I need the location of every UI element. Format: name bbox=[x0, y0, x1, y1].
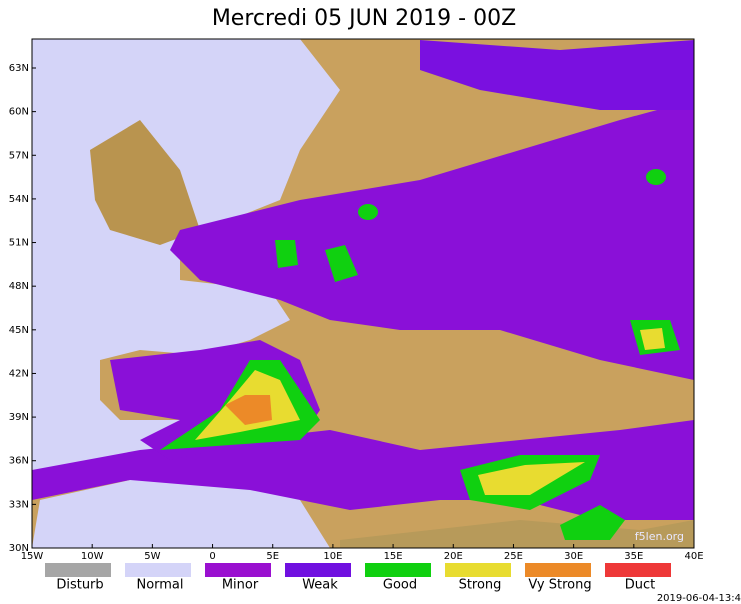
lat-label: 60N bbox=[9, 107, 29, 118]
lat-label: 45N bbox=[9, 325, 29, 336]
lon-label: 35E bbox=[624, 551, 643, 562]
lat-label: 48N bbox=[9, 281, 29, 292]
lon-label: 0 bbox=[209, 551, 215, 562]
lon-label: 40E bbox=[684, 551, 703, 562]
lon-label: 15W bbox=[21, 551, 44, 562]
good-area bbox=[646, 169, 666, 185]
legend-swatch bbox=[365, 563, 431, 577]
legend-label: Duct bbox=[625, 578, 656, 593]
timestamp: 2019-06-04-13:4 bbox=[657, 593, 741, 604]
legend-label: Normal bbox=[136, 578, 183, 593]
legend-swatch bbox=[285, 563, 351, 577]
minor-area bbox=[170, 100, 694, 380]
lon-label: 15E bbox=[384, 551, 403, 562]
good-area bbox=[358, 204, 378, 220]
legend-label: Disturb bbox=[56, 578, 103, 593]
map bbox=[32, 39, 694, 548]
legend-label: Good bbox=[383, 578, 417, 593]
legend-swatch bbox=[525, 563, 591, 577]
lon-label: 5E bbox=[266, 551, 279, 562]
very-strong-area bbox=[225, 395, 272, 425]
lon-label: 10W bbox=[81, 551, 104, 562]
lat-label: 51N bbox=[9, 238, 29, 249]
map-frame bbox=[31, 38, 695, 549]
legend-swatch bbox=[45, 563, 111, 577]
lon-label: 10E bbox=[323, 551, 342, 562]
lon-label: 20E bbox=[444, 551, 463, 562]
legend-label: Strong bbox=[459, 578, 502, 593]
strong-area bbox=[640, 328, 665, 350]
legend-swatch bbox=[125, 563, 191, 577]
lat-label: 30N bbox=[9, 543, 29, 554]
land bbox=[340, 520, 694, 548]
map-title: Mercredi 05 JUN 2019 - 00Z bbox=[212, 6, 516, 31]
legend-label: Weak bbox=[302, 578, 338, 593]
lat-label: 54N bbox=[9, 194, 29, 205]
good-area bbox=[560, 505, 625, 540]
lon-label: 25E bbox=[504, 551, 523, 562]
legend-swatch bbox=[205, 563, 271, 577]
good-area bbox=[275, 240, 298, 268]
watermark: f5len.org bbox=[635, 530, 684, 543]
lat-label: 63N bbox=[9, 63, 29, 74]
lon-label: 5W bbox=[144, 551, 160, 562]
lon-label: 30E bbox=[564, 551, 583, 562]
weak-area bbox=[420, 40, 694, 110]
lat-label: 36N bbox=[9, 456, 29, 467]
lat-label: 39N bbox=[9, 412, 29, 423]
legend-swatch bbox=[605, 563, 671, 577]
strong-area bbox=[478, 462, 585, 495]
legend-label: Vy Strong bbox=[528, 578, 591, 593]
lat-label: 57N bbox=[9, 150, 29, 161]
good-area bbox=[325, 245, 358, 282]
legend-label: Minor bbox=[222, 578, 259, 593]
lat-label: 33N bbox=[9, 499, 29, 510]
land bbox=[90, 120, 200, 245]
legend-swatch bbox=[445, 563, 511, 577]
lat-label: 42N bbox=[9, 368, 29, 379]
